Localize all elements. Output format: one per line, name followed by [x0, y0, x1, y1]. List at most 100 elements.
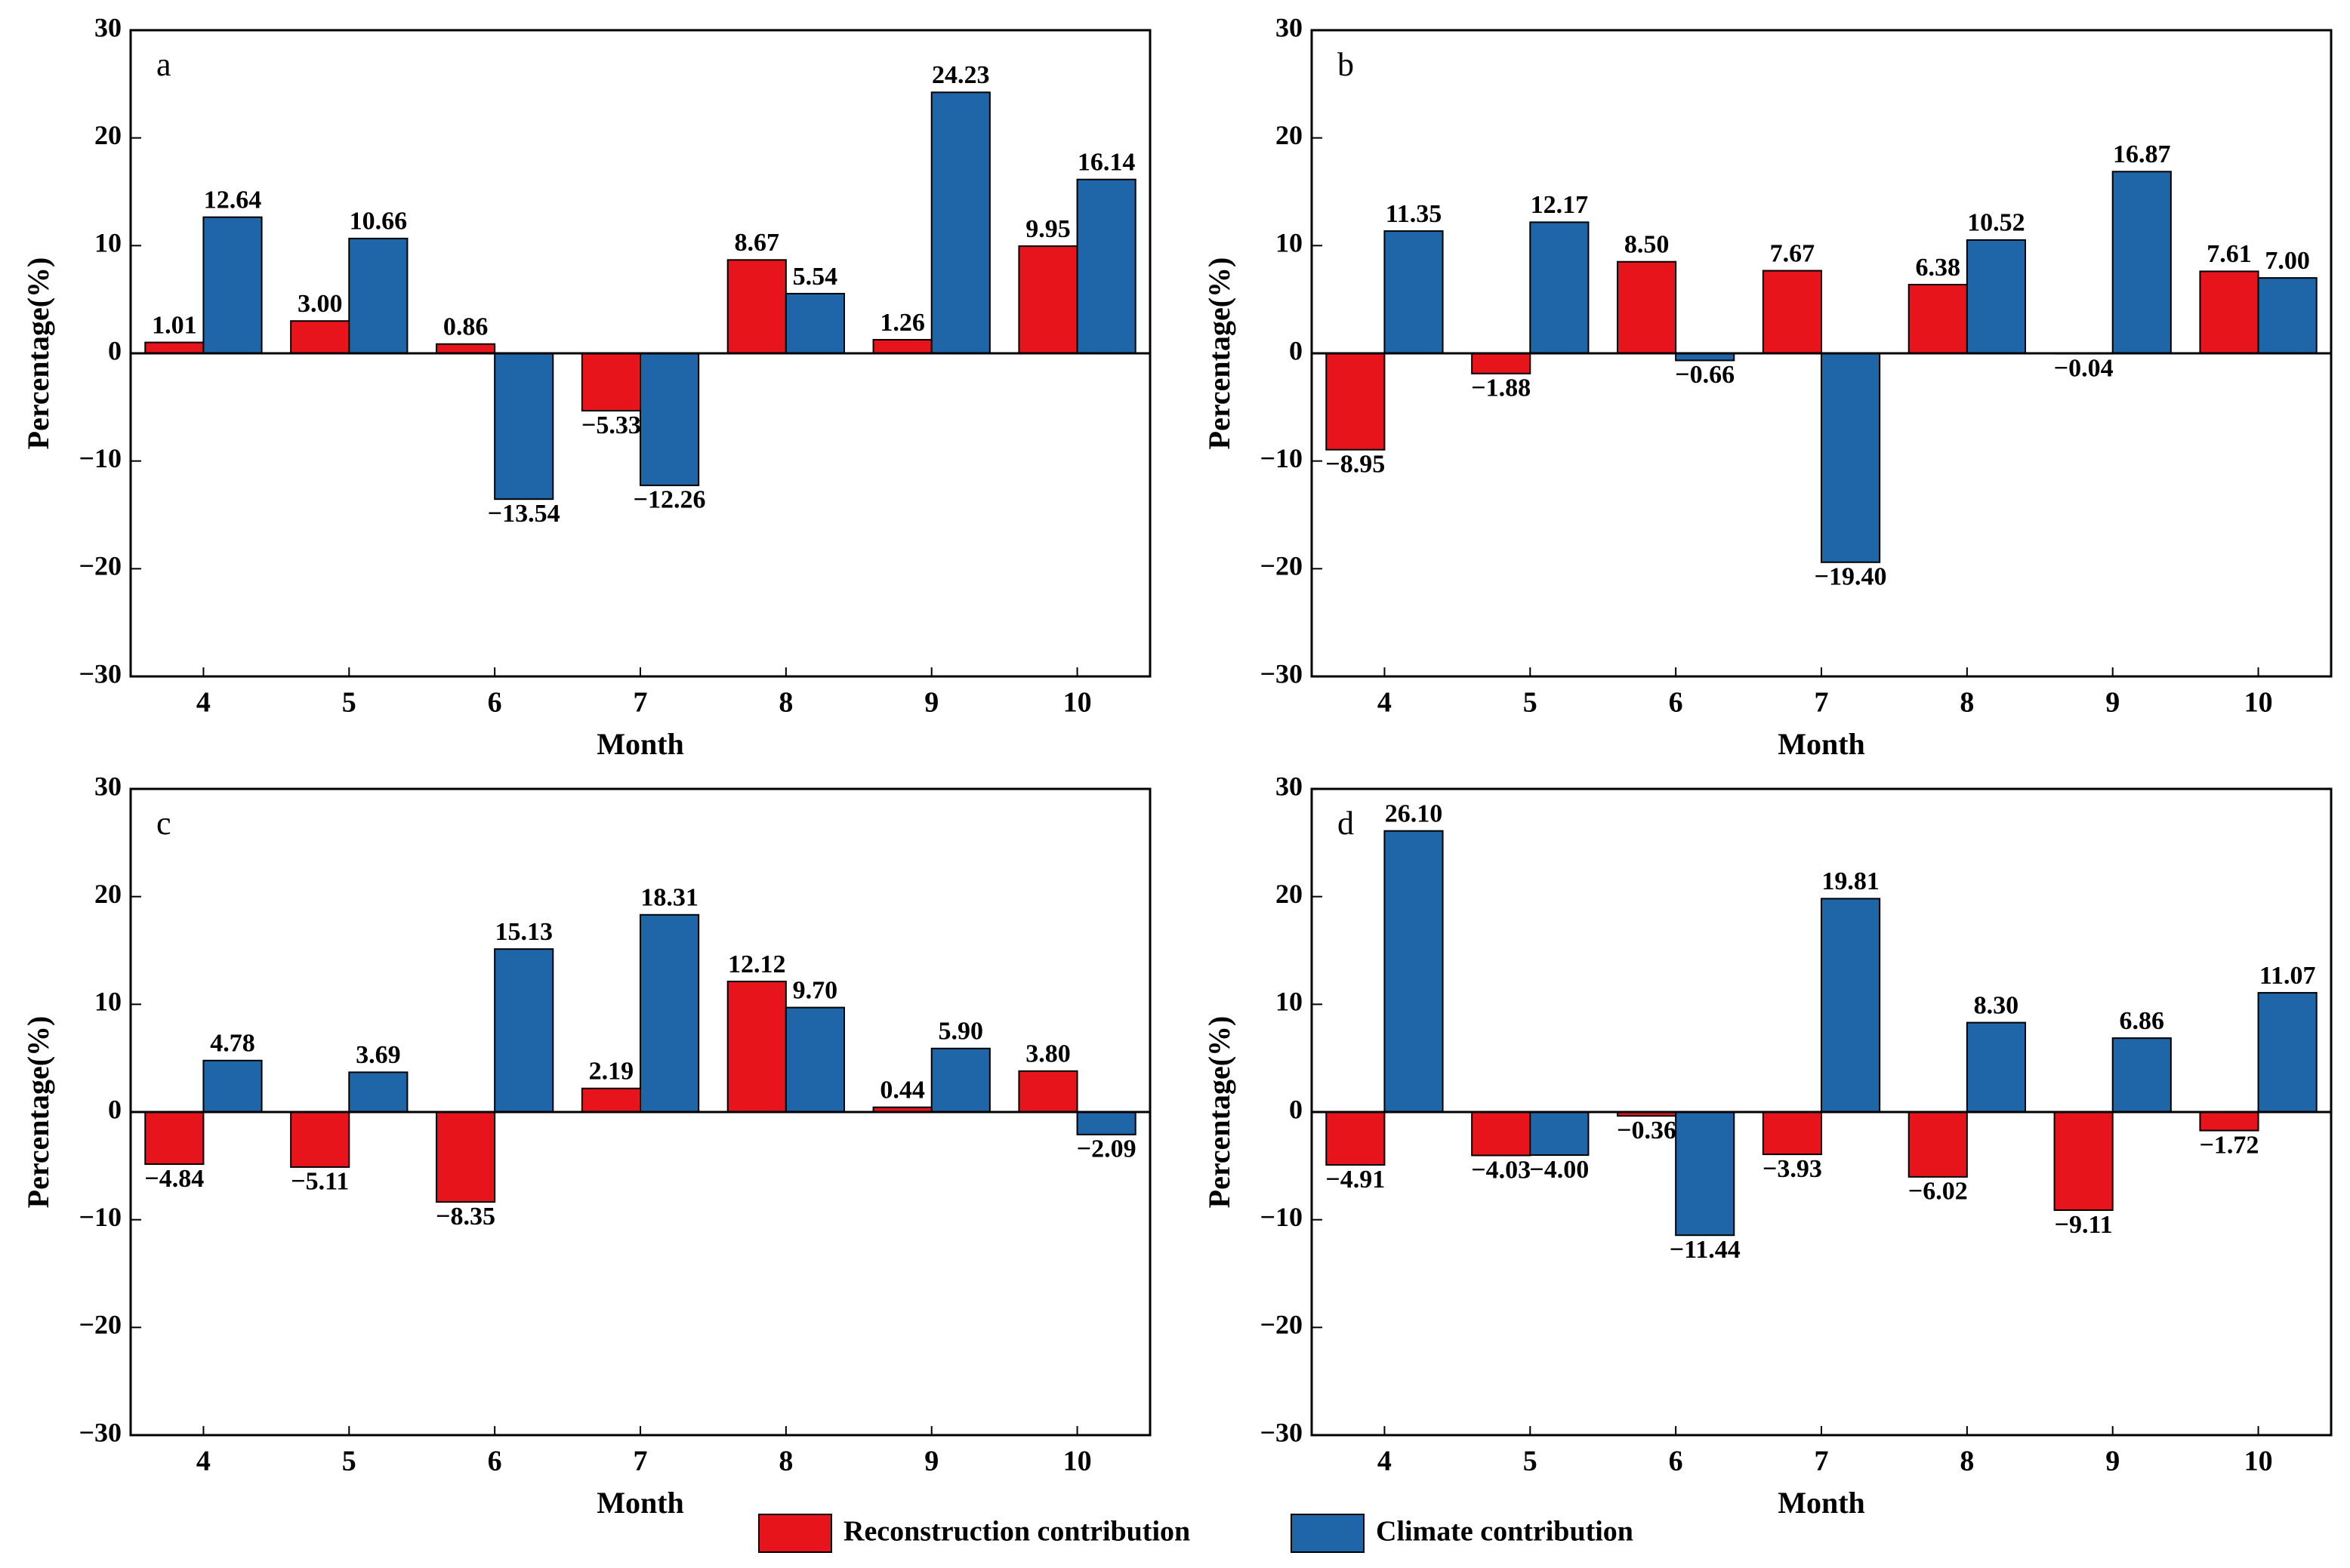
bar — [2257, 277, 2318, 354]
y-tick-label: −20 — [1260, 1310, 1303, 1340]
x-tick-label: 10 — [1063, 687, 1092, 719]
x-axis-title: Month — [597, 727, 684, 761]
value-label: 3.80 — [1025, 1040, 1071, 1068]
value-label: −3.93 — [1763, 1155, 1822, 1183]
value-label: 18.31 — [640, 884, 699, 912]
legend-label: Climate contribution — [1376, 1516, 1633, 1548]
bar — [1018, 245, 1078, 354]
value-label: 11.35 — [1386, 200, 1442, 228]
value-label: −1.72 — [2200, 1131, 2259, 1159]
x-tick-label: 6 — [488, 1446, 502, 1477]
x-tick-label: 7 — [634, 1446, 648, 1477]
y-tick-label: 30 — [1275, 12, 1303, 42]
bar — [1762, 1111, 1823, 1156]
bar — [726, 259, 787, 355]
value-label: −0.04 — [2054, 354, 2114, 382]
bar — [494, 948, 554, 1114]
value-label: 7.67 — [1770, 239, 1815, 267]
value-label: −13.54 — [488, 500, 560, 528]
x-tick-label: 8 — [779, 687, 793, 719]
x-tick-label: 10 — [2244, 687, 2273, 719]
value-label: −4.84 — [144, 1165, 204, 1193]
y-tick-label: −30 — [1260, 658, 1303, 689]
bar — [726, 981, 787, 1114]
y-axis-title: Percentage(%) — [21, 1016, 55, 1209]
y-tick-label: 10 — [94, 228, 122, 258]
value-label: 3.69 — [356, 1041, 401, 1069]
bar — [144, 1111, 205, 1166]
bar — [1471, 353, 1531, 374]
x-tick-label: 10 — [2244, 1446, 2273, 1477]
value-label: −9.11 — [2055, 1211, 2113, 1239]
y-tick-label: 30 — [1275, 771, 1303, 801]
x-tick-label: 9 — [2105, 1446, 2120, 1477]
bar — [494, 353, 554, 501]
y-tick-label: 0 — [1289, 1094, 1303, 1124]
y-tick-label: 20 — [94, 879, 122, 909]
x-axis-title: Month — [1778, 727, 1865, 761]
y-tick-label: −20 — [79, 1310, 122, 1340]
bar — [1821, 898, 1881, 1113]
bar — [2199, 1111, 2259, 1132]
value-label: 9.95 — [1025, 215, 1071, 243]
value-label: 6.86 — [2120, 1007, 2165, 1035]
value-label: −1.88 — [1471, 374, 1531, 402]
value-label: 8.67 — [735, 229, 780, 257]
bar — [1529, 221, 1590, 354]
y-tick-label: 20 — [1275, 120, 1303, 150]
y-tick-label: 10 — [1275, 228, 1303, 258]
bar — [1617, 260, 1677, 355]
bar — [872, 339, 933, 354]
value-label: 2.19 — [589, 1058, 634, 1086]
panel-label: c — [156, 805, 171, 842]
value-label: −19.40 — [1815, 563, 1887, 591]
bar — [202, 216, 263, 355]
bar — [1907, 283, 1968, 354]
value-label: −0.66 — [1675, 361, 1735, 389]
y-tick-label: −20 — [1260, 551, 1303, 581]
value-label: 3.00 — [298, 290, 343, 318]
y-tick-label: −30 — [1260, 1417, 1303, 1447]
bar — [581, 1087, 641, 1113]
x-tick-label: 4 — [1377, 687, 1392, 719]
value-label: 16.87 — [2113, 140, 2171, 168]
bar — [2257, 992, 2318, 1113]
value-label: 0.44 — [880, 1077, 925, 1104]
value-label: 4.78 — [210, 1030, 255, 1058]
value-label: −5.11 — [291, 1168, 349, 1196]
value-label: 6.38 — [1916, 254, 1961, 282]
value-label: 1.26 — [880, 309, 925, 337]
bar — [785, 1006, 846, 1113]
value-label: 7.00 — [2265, 247, 2310, 275]
value-label: −4.03 — [1471, 1156, 1531, 1184]
bar — [290, 320, 350, 355]
x-tick-label: 9 — [2105, 687, 2120, 719]
y-tick-label: −10 — [79, 1202, 122, 1232]
bar — [640, 913, 700, 1113]
value-label: 12.17 — [1531, 191, 1589, 219]
x-axis-title: Month — [1778, 1486, 1865, 1520]
x-tick-label: 6 — [1669, 1446, 1683, 1477]
y-axis-title: Percentage(%) — [1202, 257, 1236, 450]
x-tick-label: 7 — [634, 687, 648, 719]
bar — [290, 1111, 350, 1168]
x-tick-label: 5 — [342, 1446, 356, 1477]
y-tick-label: −10 — [1260, 443, 1303, 473]
bar — [1076, 178, 1136, 354]
bar — [1966, 239, 2027, 354]
bar — [436, 1111, 496, 1203]
y-tick-label: −10 — [1260, 1202, 1303, 1232]
y-tick-label: −30 — [79, 1417, 122, 1447]
value-label: −4.00 — [1529, 1156, 1589, 1184]
bar — [1383, 830, 1444, 1113]
y-tick-label: 20 — [94, 120, 122, 150]
y-axis-title: Percentage(%) — [21, 257, 55, 450]
value-label: −6.02 — [1908, 1178, 1968, 1206]
value-label: −8.35 — [436, 1203, 495, 1231]
legend-swatch — [1291, 1514, 1365, 1553]
x-tick-label: 5 — [1523, 687, 1537, 719]
x-tick-label: 8 — [1960, 687, 1974, 719]
panel-label: a — [156, 46, 171, 83]
value-label: 5.54 — [793, 263, 838, 291]
